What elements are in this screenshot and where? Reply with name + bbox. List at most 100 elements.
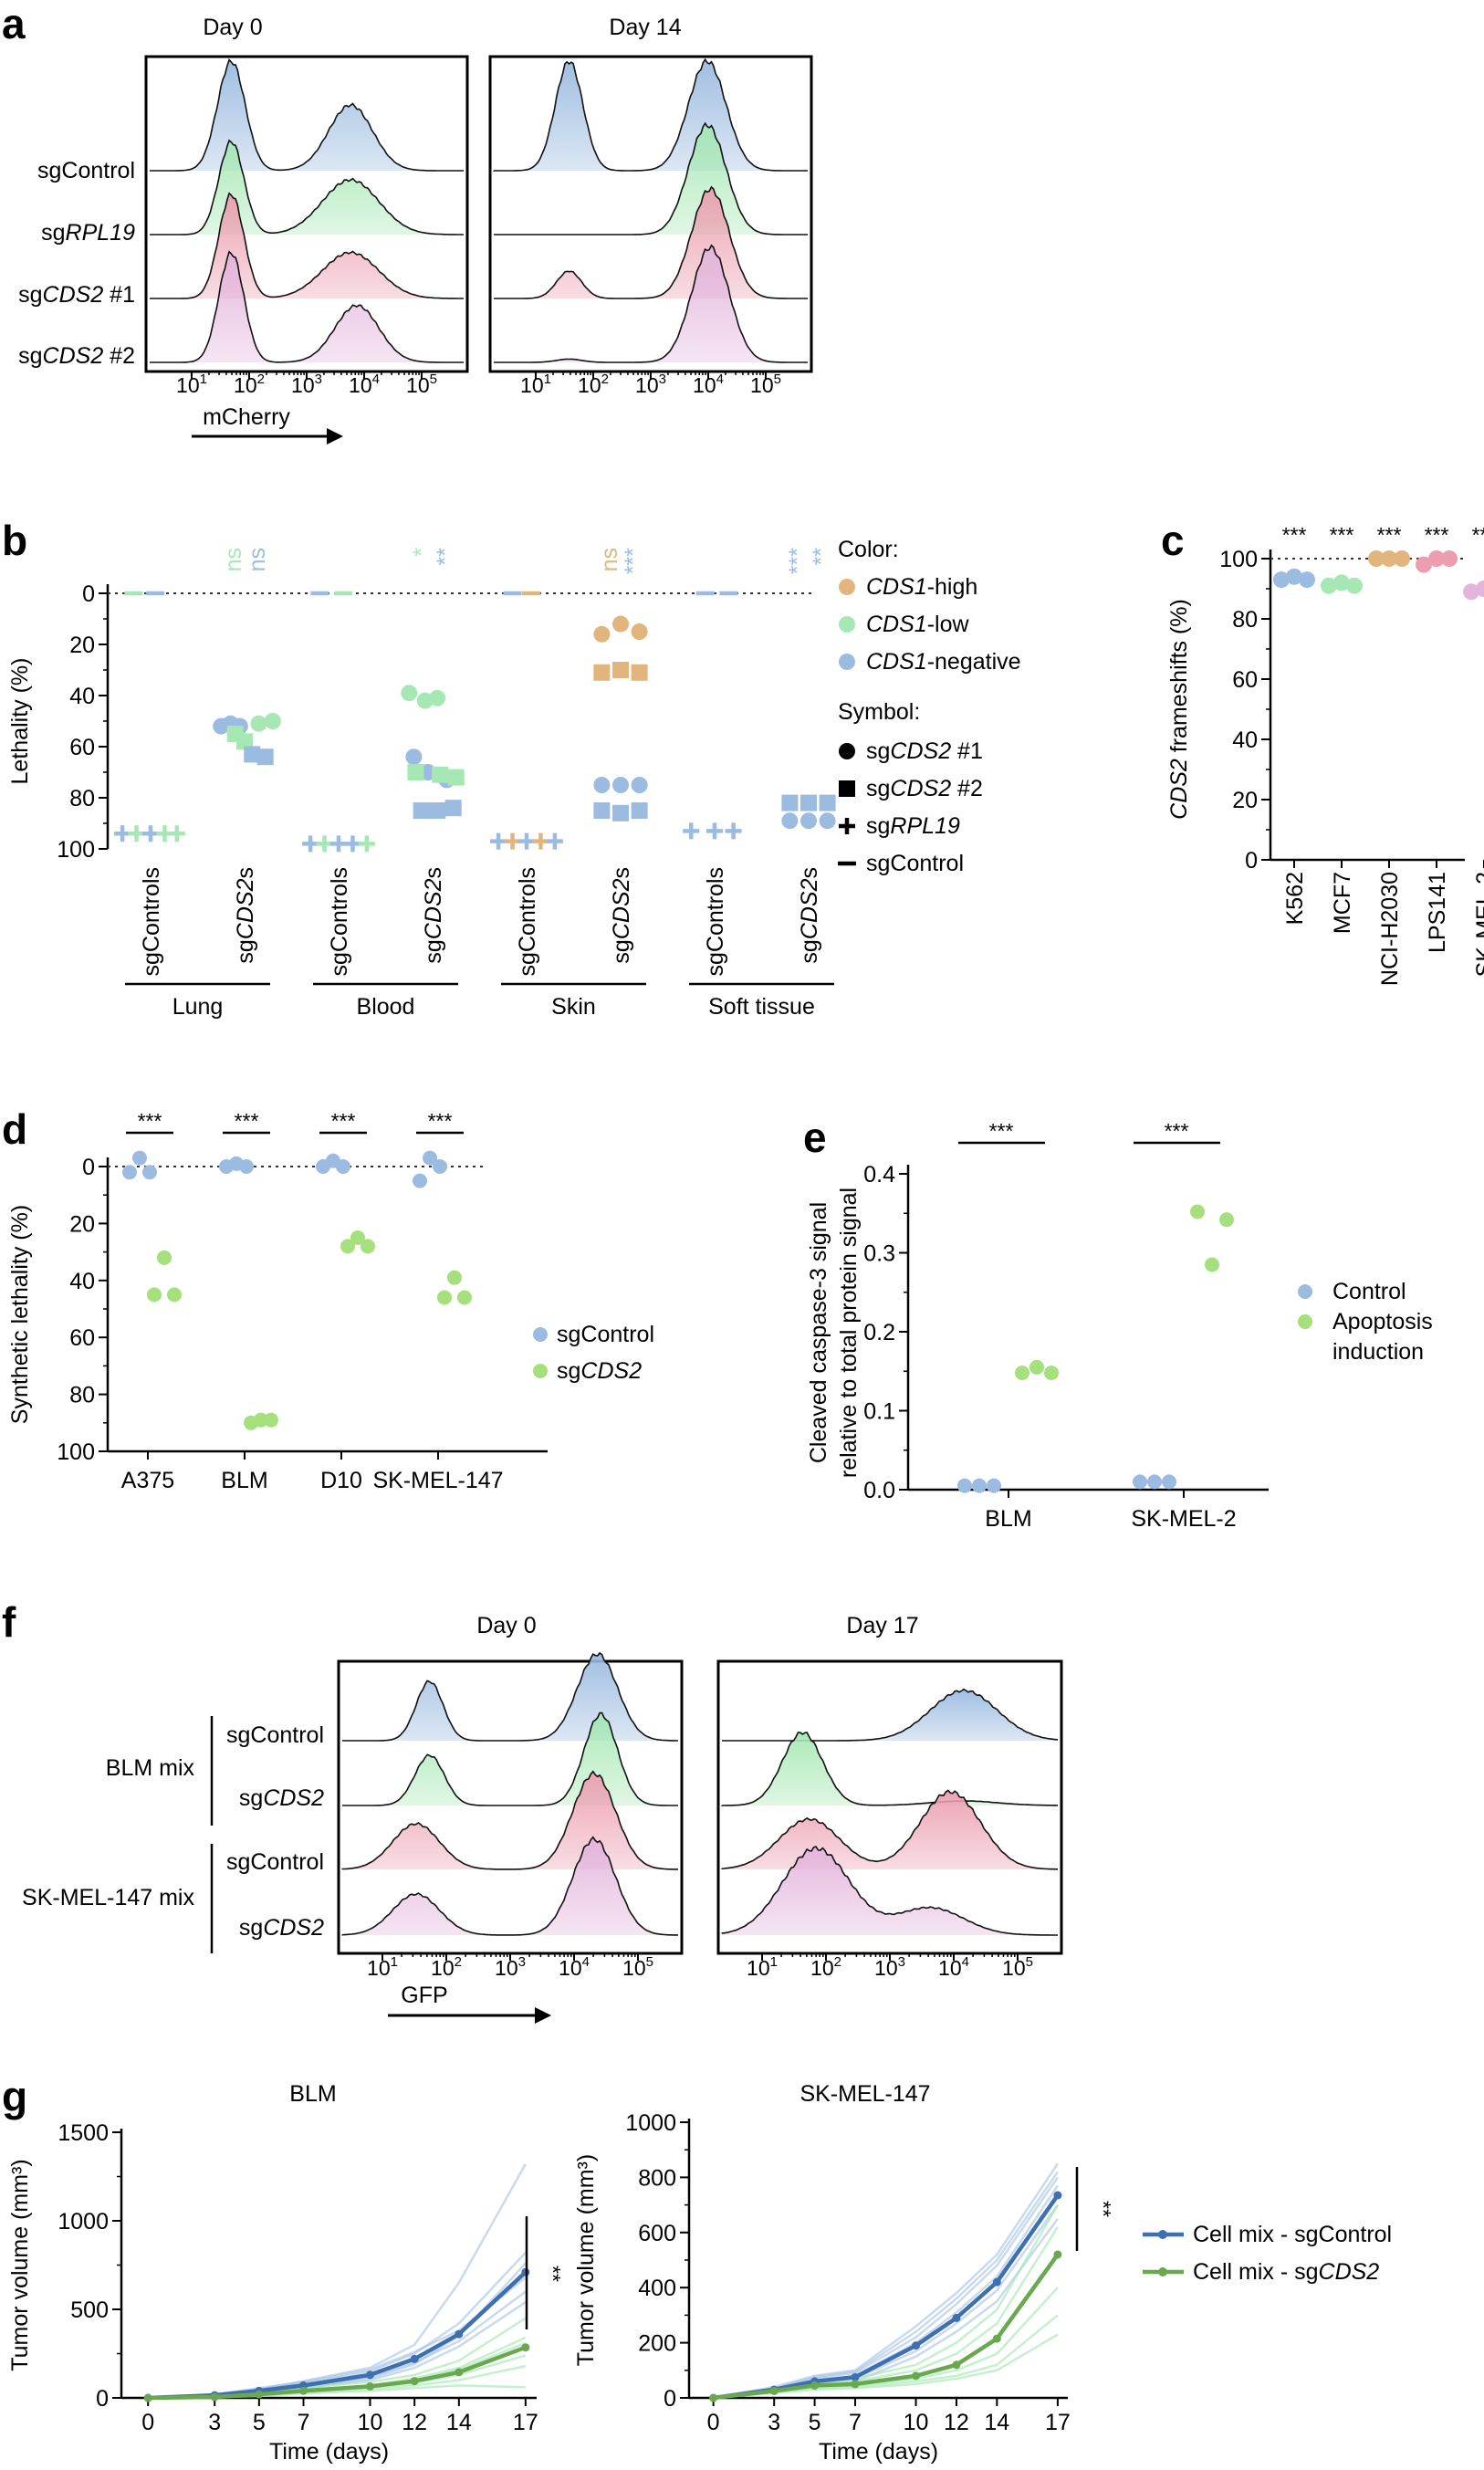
legend-swatch [1298, 1314, 1312, 1329]
x-tick-label: sgControls [139, 867, 164, 977]
data-point [631, 623, 648, 640]
legend-color-label-3: CDS1-negative [866, 649, 1021, 675]
data-point [407, 764, 424, 780]
histogram-fill-row-2 [494, 123, 808, 235]
histogram-frame [144, 55, 469, 373]
x-tick-label: NCI-H2030 [1377, 872, 1403, 986]
tick-exponent: 4 [962, 1954, 969, 1970]
data-point-apoptosis [1029, 1359, 1044, 1375]
day14-title: Day 14 [609, 15, 681, 40]
x-tick-label: 101 [176, 372, 207, 397]
legend-label-2: sgCDS2 [557, 1358, 642, 1384]
data-point-control [987, 1478, 1001, 1493]
x-tick-label: BLM [221, 1468, 267, 1493]
text-span: #1 [951, 738, 983, 764]
histogram-line-row-2 [494, 121, 808, 235]
data-point [819, 794, 836, 811]
x-tick-label: 103 [495, 1954, 526, 1980]
data-point-sgcontrol [413, 1173, 427, 1188]
tick-base: 10 [750, 373, 774, 397]
text-span: s [797, 867, 822, 879]
data-point [244, 746, 261, 763]
panel-label-e: e [803, 1114, 827, 1161]
text-span: #2 [103, 343, 135, 369]
histogram-line-row-4 [341, 1836, 678, 1936]
text-span: CDS2 [890, 738, 951, 764]
x-tick-label: 3 [208, 2410, 221, 2435]
y-axis-label: Tumor volume (mm³) [573, 2154, 599, 2366]
significance-label: * [409, 548, 434, 557]
data-point [358, 835, 375, 853]
significance-label: *** [138, 1109, 162, 1133]
mean-line-sgcds2 [148, 2345, 527, 2401]
x-tick-label: 3 [768, 2410, 780, 2435]
row-label-2: sgRPL19 [41, 220, 135, 246]
y-tick-label: 200 [638, 2331, 676, 2357]
data-point [593, 625, 611, 643]
legend-label-1-line-1: Control [1332, 1279, 1406, 1304]
x-tick-label: 102 [810, 1954, 841, 1980]
mean-point [143, 2393, 152, 2402]
text-span: sgControl [557, 1322, 654, 1347]
text-span: CDS2 [43, 343, 104, 369]
tick-exponent: 2 [257, 372, 265, 387]
x-tick-label: 101 [747, 1954, 778, 1980]
y-axis-label: Lethality (%) [7, 658, 33, 785]
mean-point [521, 2343, 530, 2352]
x-tick-label: 5 [253, 2410, 266, 2435]
x-tick-label: 12 [402, 2410, 427, 2435]
histogram-fill-row-1 [150, 59, 464, 171]
x-tick-label: 10 [358, 2410, 383, 2435]
x-tick-label: 102 [234, 372, 265, 397]
x-tick-label: 0 [141, 2410, 154, 2435]
legend-marker [1158, 2267, 1167, 2276]
data-point [593, 777, 611, 793]
tick-exponent: 1 [770, 1954, 778, 1970]
text-span: sgControl [37, 158, 135, 183]
data-point-apoptosis [1190, 1204, 1205, 1219]
text-span: Cell mix - sg [1193, 2259, 1319, 2285]
data-point [1299, 571, 1315, 589]
mix-label-1: BLM mix [106, 1755, 195, 1781]
text-span: CDS2 [609, 878, 634, 939]
group-label-1: Lung [172, 994, 224, 1020]
tick-base: 10 [349, 373, 372, 397]
panel-d: d 0 20 40 60 80 100 Synthetic lethality (%) A375… [2, 1105, 654, 1493]
histogram-line-row-4 [494, 244, 808, 363]
tick-exponent: 2 [834, 1954, 841, 1970]
y-tick-label: 0 [96, 2386, 109, 2412]
tick-exponent: 2 [455, 1954, 462, 1970]
x-tick-label: sgControls [515, 867, 540, 977]
significance-label: *** [331, 1109, 356, 1133]
mix-label-2: SK-MEL-147 mix [22, 1885, 194, 1910]
row-label-4: sgCDS2 #2 [18, 343, 135, 369]
legend-marker [1158, 2230, 1167, 2239]
significance-label: ns [221, 548, 246, 571]
text-span: sg [18, 343, 42, 369]
text-span: CDS1 [866, 574, 927, 600]
mean-point [410, 2354, 419, 2363]
y-tick-label: 60 [69, 735, 95, 760]
data-point-sgcds2 [437, 1290, 452, 1305]
y-tick-label: 400 [638, 2276, 676, 2301]
text-span: sg [866, 776, 890, 801]
text-span: #2 [951, 776, 983, 801]
y-tick-label: 60 [69, 1325, 95, 1351]
significance-label: *** [785, 548, 810, 574]
tick-exponent: 3 [659, 372, 666, 387]
tick-base: 10 [747, 1956, 770, 1980]
x-tick-label: 7 [849, 2410, 862, 2435]
data-point [1416, 556, 1432, 573]
tick-base: 10 [578, 373, 601, 397]
histogram-fill-row-1 [494, 59, 808, 171]
y-tick-label: 0.1 [863, 1399, 895, 1425]
data-point [1273, 571, 1290, 589]
data-point [256, 748, 274, 766]
significance-label: *** [1425, 523, 1449, 547]
x-tick-label: sgCDS2s [421, 867, 446, 964]
chart-title: BLM [289, 2081, 336, 2107]
data-point [725, 822, 742, 840]
text-span: CDS2 [1319, 2259, 1380, 2285]
